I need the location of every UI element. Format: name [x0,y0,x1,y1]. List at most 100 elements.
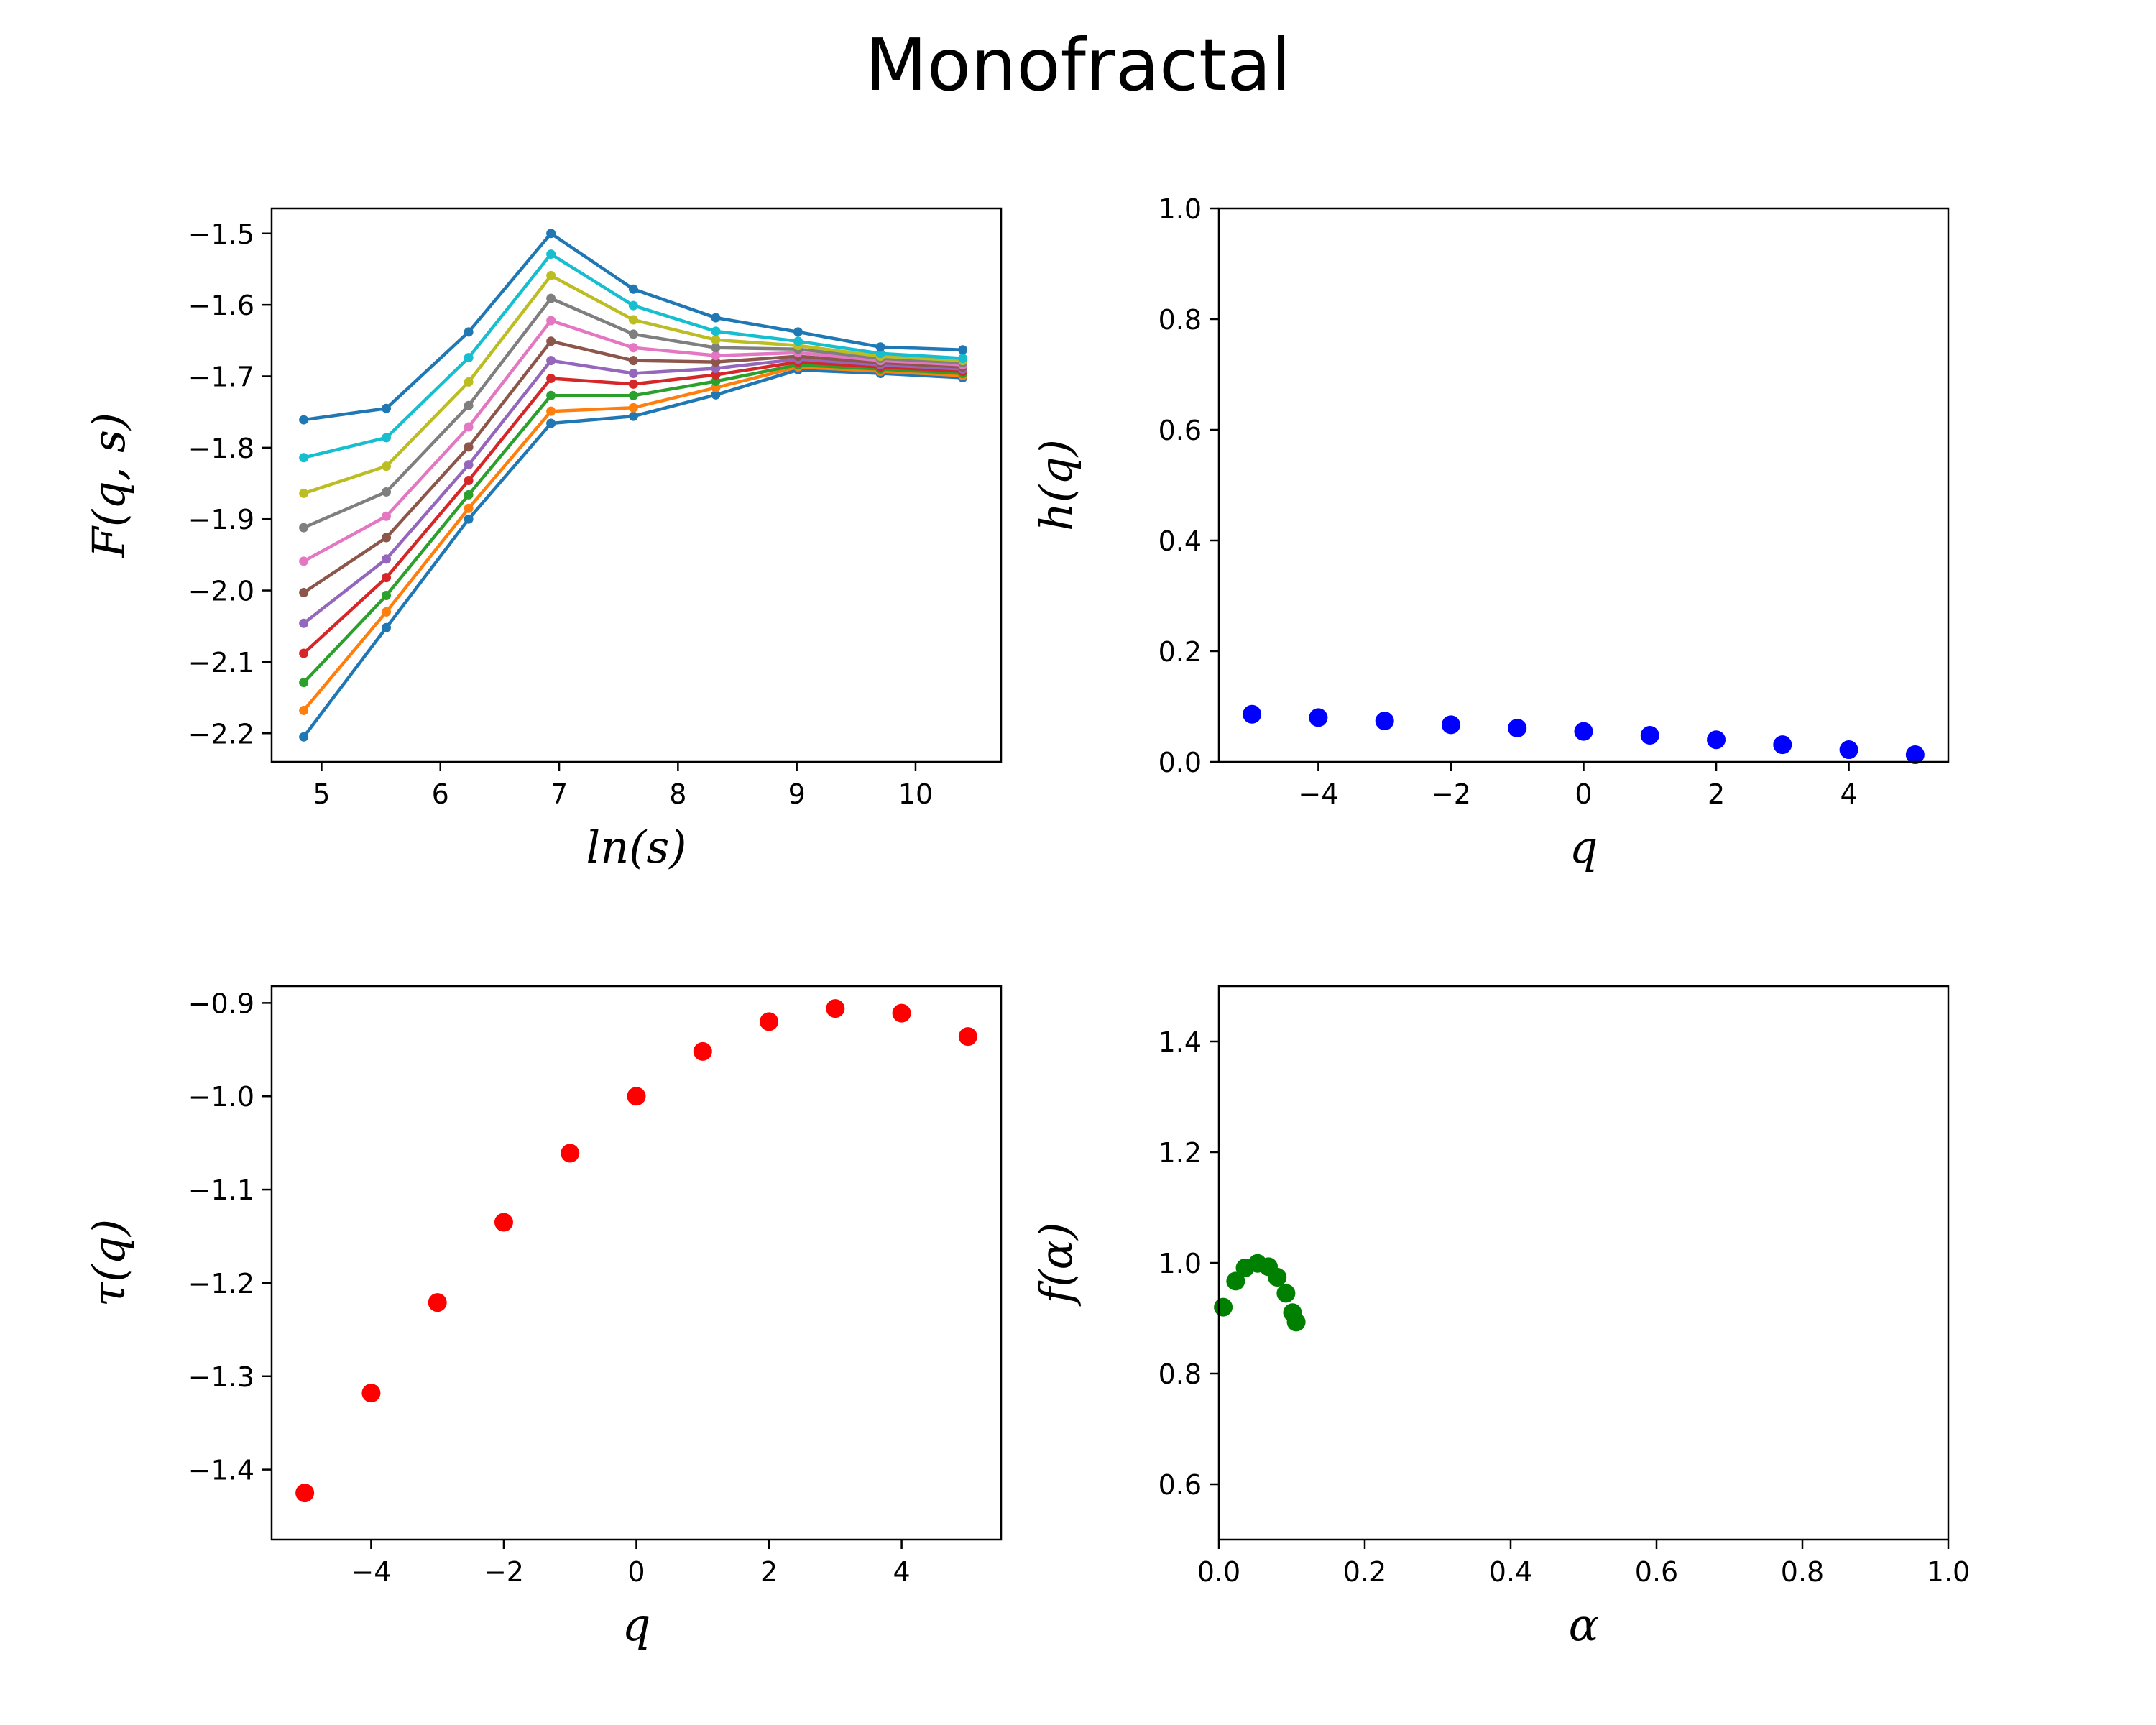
hq-point-6 [1640,726,1659,745]
x-tick-label-fqs-0: 5 [313,778,330,810]
x-tick-label-hq-2: 0 [1575,778,1592,810]
y-tick-label-falpha-4: 1.4 [1158,1026,1202,1058]
hq-point-0 [1243,704,1262,724]
series-0-point-3 [546,418,556,428]
series-10-point-3 [546,229,556,239]
falpha-point-5 [1268,1268,1287,1287]
x-tick-label-fqs-1: 6 [432,778,449,810]
series-10-point-6 [793,327,803,337]
y-axis-label-tauq: τ(q) [83,1219,135,1307]
series-9-point-5 [711,326,721,336]
y-tick-label-tauq-3: −1.1 [188,1174,254,1206]
y-tick-label-fqs-0: −2.2 [188,718,254,750]
series-8-point-5 [711,335,721,345]
y-tick-label-tauq-1: −1.3 [188,1361,254,1393]
x-tick-label-hq-0: −4 [1298,778,1338,810]
series-7-point-3 [546,293,556,303]
series-5-point-3 [546,336,556,346]
tauq-point-3 [494,1213,513,1232]
series-0-point-0 [299,732,309,742]
x-tick-label-fqs-3: 8 [669,778,686,810]
x-axis-label-fqs: ln(s) [586,821,687,873]
x-tick-label-fqs-2: 7 [550,778,568,810]
subplot-grid: 5 6 7 8 9 10 −2.2 −2.1 −2.0 −1.9 −1.8 −1.7 −1.6 −1.5 l… [83,193,1970,1651]
series-2-point-1 [382,591,392,601]
series-10-point-1 [382,403,392,413]
series-5-point-4 [628,356,638,366]
series-6-point-0 [299,556,309,566]
x-tick-label-hq-4: 4 [1840,778,1857,810]
x-tick-label-tauq-4: 4 [893,1556,910,1588]
series-8-point-0 [299,488,309,498]
series-3-point-1 [382,573,392,583]
x-tick-label-fqs-4: 9 [788,778,806,810]
y-tick-label-tauq-0: −1.4 [188,1455,254,1486]
series-1-point-1 [382,607,392,617]
series-1-point-2 [464,503,474,513]
falpha-point-8 [1286,1312,1306,1332]
series-0-point-5 [711,390,721,400]
y-tick-label-fqs-4: −1.8 [188,433,254,464]
y-tick-label-hq-0: 0.0 [1158,747,1202,778]
y-tick-label-falpha-0: 0.6 [1158,1469,1202,1501]
series-3-point-5 [711,369,721,380]
falpha-point-0 [1214,1297,1233,1317]
series-8-point-4 [628,315,638,325]
series-1-point-4 [628,402,638,413]
x-tick-label-fqs-5: 10 [898,778,933,810]
y-tick-label-tauq-2: −1.2 [188,1268,254,1300]
series-0-point-2 [464,514,474,524]
y-tick-label-falpha-2: 1.0 [1158,1248,1202,1279]
hq-point-10 [1905,745,1925,764]
hq-point-3 [1441,715,1460,735]
series-2-point-4 [628,390,638,400]
series-4-point-0 [299,618,309,628]
x-tick-label-hq-3: 2 [1708,778,1725,810]
y-tick-label-fqs-7: −1.5 [188,218,254,250]
y-tick-label-tauq-4: −1.0 [188,1081,254,1113]
series-9-point-1 [382,433,392,443]
series-9-point-6 [793,336,803,346]
hq-point-8 [1773,735,1792,755]
series-7-point-0 [299,523,309,533]
series-4-point-5 [711,364,721,374]
series-6-point-4 [628,343,638,353]
figure-title: Monofractal [865,23,1291,107]
series-10-point-2 [464,327,474,337]
tauq-point-7 [760,1012,779,1031]
y-tick-label-hq-4: 0.8 [1158,304,1202,336]
series-9-point-8 [958,354,968,364]
series-3-point-0 [299,648,309,658]
x-axis-label-falpha: α [1569,1598,1599,1651]
series-3-point-2 [464,476,474,486]
series-6-point-5 [711,351,721,361]
y-tick-label-falpha-1: 0.8 [1158,1358,1202,1390]
series-0-point-4 [628,411,638,421]
y-tick-label-fqs-2: −2.0 [188,576,254,607]
subplot-hq: −4 −2 0 2 4 0.0 0.2 0.4 0.6 0.8 1.0 q h(q) [1030,193,1950,873]
hq-point-7 [1707,730,1726,750]
x-tick-label-hq-1: −2 [1431,778,1471,810]
tauq-point-8 [826,999,845,1018]
x-tick-label-tauq-1: −2 [484,1556,524,1588]
series-7-point-2 [464,400,474,410]
y-tick-label-hq-2: 0.4 [1158,525,1202,557]
series-8-point-2 [464,377,474,387]
hq-point-5 [1574,722,1593,741]
tauq-point-0 [295,1484,315,1503]
y-tick-label-falpha-3: 1.2 [1158,1137,1202,1169]
hq-point-2 [1375,712,1394,731]
series-9-point-3 [546,249,556,259]
series-2-point-3 [546,390,556,400]
series-1-point-3 [546,406,556,416]
series-4-point-2 [464,460,474,470]
series-10-point-5 [711,313,721,323]
series-6-point-3 [546,316,556,326]
series-5-point-5 [711,357,721,367]
series-9-point-7 [875,349,885,359]
series-9-point-4 [628,300,638,310]
series-10-point-0 [299,415,309,425]
x-tick-label-falpha-2: 0.4 [1489,1556,1532,1588]
